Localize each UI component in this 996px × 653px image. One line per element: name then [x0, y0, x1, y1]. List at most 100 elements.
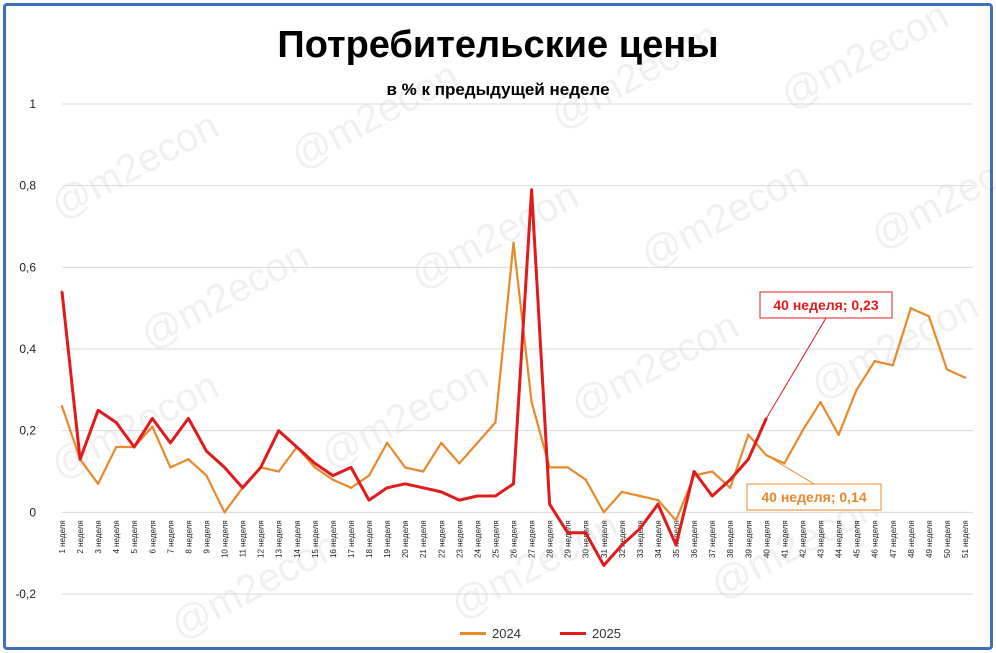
x-tick-label: 37 неделя	[708, 520, 717, 558]
data-point-2024	[277, 470, 280, 473]
legend-label-2025: 2025	[592, 626, 621, 641]
x-tick-label: 26 неделя	[510, 520, 519, 558]
x-tick-label: 1 неделя	[58, 520, 67, 553]
x-tick-label: 3 неделя	[94, 520, 103, 553]
y-tick-label: -0,2	[15, 587, 36, 601]
data-point-2024	[313, 466, 317, 469]
data-point-2025	[458, 498, 461, 502]
x-tick-label: 19 неделя	[383, 520, 392, 558]
data-point-2025	[385, 486, 389, 490]
data-point-2025	[259, 466, 262, 469]
data-point-2025	[584, 531, 587, 534]
data-point-2024	[367, 474, 371, 477]
data-point-2025	[602, 564, 605, 567]
data-point-2025	[476, 494, 479, 498]
y-tick-label: 0,8	[19, 179, 36, 193]
legend-item-2024: 2024	[460, 626, 521, 641]
x-tick-label: 15 неделя	[311, 520, 320, 558]
annotation-leader	[766, 454, 815, 485]
data-point-2024	[530, 400, 533, 404]
data-point-2024	[494, 421, 497, 424]
data-point-2025	[349, 466, 353, 469]
data-point-2024	[620, 490, 624, 494]
x-tick-label: 30 неделя	[582, 520, 591, 558]
data-point-2025	[169, 441, 172, 445]
x-tick-label: 25 неделя	[491, 520, 500, 558]
data-point-2025	[223, 466, 226, 469]
x-tick-label: 50 неделя	[943, 520, 952, 558]
x-tick-label: 17 неделя	[347, 520, 356, 558]
annotation-box	[759, 291, 893, 319]
data-point-2024	[801, 429, 804, 432]
data-point-2025	[530, 188, 533, 191]
data-point-2025	[114, 421, 118, 424]
data-point-2025	[277, 429, 280, 432]
data-point-2025	[78, 458, 82, 461]
x-tick-label: 34 неделя	[654, 520, 663, 558]
x-tick-label: 5 неделя	[130, 520, 139, 553]
x-tick-label: 38 неделя	[726, 520, 735, 558]
legend-item-2025: 2025	[560, 626, 621, 641]
data-point-2025	[656, 502, 660, 506]
x-tick-label: 13 неделя	[275, 520, 284, 558]
x-tick-label: 20 неделя	[401, 520, 410, 558]
y-axis: -0,2 0 0,2 0,4 0,6 0,8 1	[15, 97, 36, 601]
data-point-2024	[963, 376, 967, 379]
legend-swatch-2025	[560, 632, 586, 635]
watermark-text: @m2econ	[284, 53, 466, 178]
data-point-2025	[747, 458, 750, 461]
watermark-text: @m2econ	[634, 153, 816, 278]
data-point-2025	[692, 470, 696, 473]
x-tick-label: 49 неделя	[925, 520, 934, 558]
chart-title: Потребительские цены	[277, 24, 719, 66]
data-point-2024	[60, 404, 64, 408]
data-point-2024	[873, 360, 876, 363]
chart-frame	[3, 3, 993, 650]
x-tick-label: 42 неделя	[798, 520, 807, 558]
legend-swatch-2024	[460, 632, 486, 635]
data-point-2025	[295, 445, 298, 449]
watermark-text: @m2econ	[404, 173, 586, 298]
data-point-2025	[367, 498, 371, 502]
legend-label-2024: 2024	[492, 626, 521, 641]
data-point-2025	[566, 531, 569, 534]
data-point-2025	[331, 474, 335, 477]
x-tick-label: 10 неделя	[221, 520, 230, 558]
x-tick-label: 2 неделя	[76, 520, 85, 553]
x-tick-label: 6 неделя	[148, 520, 157, 553]
data-point-2024	[891, 364, 894, 367]
watermark-text: @m2econ	[564, 303, 746, 428]
data-point-2025	[133, 445, 136, 449]
x-tick-label: 8 неделя	[184, 520, 193, 553]
x-tick-label: 33 неделя	[636, 520, 645, 558]
data-point-2025	[187, 417, 190, 420]
x-tick-label: 28 неделя	[546, 520, 555, 558]
x-tick-label: 9 неделя	[202, 520, 211, 553]
y-tick-label: 1	[29, 97, 36, 111]
data-point-2024	[747, 433, 750, 436]
data-point-2025	[674, 543, 678, 547]
data-point-2025	[313, 462, 317, 465]
x-tick-label: 29 неделя	[564, 520, 573, 558]
y-tick-label: 0,2	[19, 424, 36, 438]
y-tick-label: 0	[29, 505, 36, 519]
data-point-2024	[783, 462, 786, 465]
data-point-2024	[151, 425, 154, 428]
x-tick-label: 40 неделя	[762, 520, 771, 558]
data-point-2024	[403, 466, 407, 469]
data-point-2025	[403, 482, 407, 485]
x-tick-label: 22 неделя	[437, 520, 446, 558]
data-point-2024	[729, 486, 732, 490]
data-point-2024	[205, 474, 208, 477]
data-point-2025	[548, 502, 551, 506]
annotation-label: 40 неделя; 0,23	[773, 297, 878, 313]
data-point-2024	[584, 478, 587, 481]
data-point-2024	[223, 511, 226, 514]
data-point-2024	[422, 470, 425, 473]
x-tick-label: 14 неделя	[293, 520, 302, 558]
x-tick-label: 39 неделя	[744, 520, 753, 558]
x-tick-label: 16 неделя	[329, 520, 338, 558]
series-lines	[60, 188, 967, 567]
data-point-2025	[620, 543, 624, 547]
